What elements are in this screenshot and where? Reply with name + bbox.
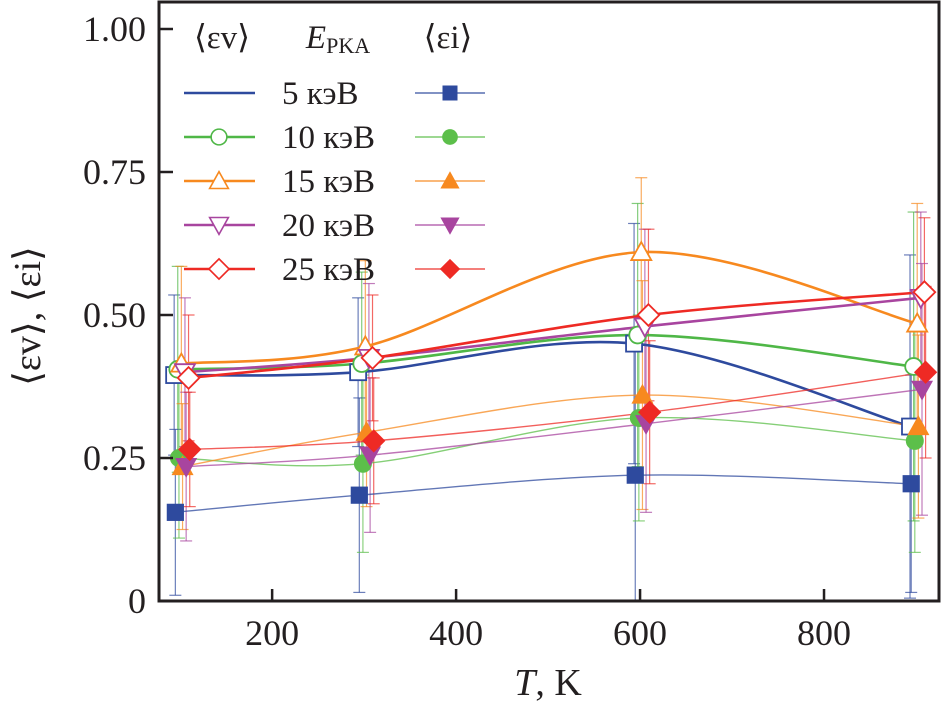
legend-label: 10 кэВ xyxy=(282,120,375,156)
data-point-i-20 xyxy=(910,380,934,401)
legend-marker-v xyxy=(207,257,231,281)
series-line-i-25 xyxy=(189,371,926,451)
legend-marker-i xyxy=(440,171,460,189)
series-lines xyxy=(174,250,926,514)
legend: ⟨εv⟩ EPKA ⟨εi⟩ 5 кэВ 10 кэВ 15 кэВ 20 кэВ 25… xyxy=(184,20,485,288)
series-line-v-20 xyxy=(184,296,921,374)
series-line-v-5 xyxy=(174,340,911,428)
legend-marker-i xyxy=(439,258,461,280)
legend-label: 15 кэВ xyxy=(282,164,375,200)
series-line-i-15 xyxy=(182,394,919,468)
x-axis-title-var: T xyxy=(514,662,538,704)
y-tick-label: 0.25 xyxy=(83,438,146,478)
series-line-i-10 xyxy=(178,416,915,467)
y-tick-label: 0.75 xyxy=(83,152,146,192)
series-markers xyxy=(165,240,938,521)
data-point-v-15 xyxy=(629,240,653,261)
data-point-i-5 xyxy=(626,466,644,484)
x-axis-title: T, K xyxy=(514,662,582,704)
legend-row: 25 кэВ xyxy=(184,252,485,288)
plot-area xyxy=(165,177,938,600)
series-line-v-15 xyxy=(181,250,918,365)
y-axis-title: ⟨εv⟩, ⟨εi⟩ xyxy=(7,246,49,386)
x-tick-label: 400 xyxy=(429,613,483,653)
y-tick-label: 0 xyxy=(128,581,146,621)
x-tick-label: 800 xyxy=(797,613,851,653)
data-point-v-25 xyxy=(636,302,661,328)
series-line-i-5 xyxy=(175,474,912,514)
data-point-i-25 xyxy=(362,429,386,453)
x-tick-label: 200 xyxy=(245,613,299,653)
legend-row: 10 кэВ xyxy=(184,120,485,156)
legend-rows: 5 кэВ 10 кэВ 15 кэВ 20 кэВ 25 кэВ xyxy=(184,76,485,288)
data-point-i-5 xyxy=(902,475,920,493)
legend-marker-i xyxy=(440,217,460,235)
x-axis-title-unit: , K xyxy=(535,662,582,704)
series-line-i-20 xyxy=(186,388,923,468)
legend-row: 5 кэВ xyxy=(184,76,485,112)
legend-row: 15 кэВ xyxy=(184,164,485,200)
legend-header-v: ⟨εv⟩ xyxy=(194,20,250,56)
data-point-v-25 xyxy=(360,345,385,370)
series-line-v-25 xyxy=(188,290,925,380)
legend-header-epka: EPKA xyxy=(305,20,370,58)
legend-marker-v xyxy=(208,169,230,190)
data-point-v-15 xyxy=(905,311,929,333)
data-point-v-25 xyxy=(912,280,937,305)
legend-label: 5 кэВ xyxy=(282,76,359,112)
data-point-i-5 xyxy=(166,503,184,521)
legend-row: 20 кэВ xyxy=(184,208,485,244)
data-point-i-25 xyxy=(638,400,662,424)
data-point-i-25 xyxy=(913,360,938,384)
axes: 200 400 600 800 0 0.25 0.50 0.75 1.00 xyxy=(83,9,851,653)
legend-label: 20 кэВ xyxy=(282,208,375,244)
series-line-v-10 xyxy=(177,333,914,371)
legend-header-epka-sub: PKA xyxy=(326,33,370,58)
legend-marker-i xyxy=(442,85,458,101)
plot-frame xyxy=(157,0,941,603)
data-point-i-15 xyxy=(631,383,654,404)
y-tick-label: 0.50 xyxy=(83,295,146,335)
x-tick-label: 600 xyxy=(613,613,667,653)
data-point-v-25 xyxy=(176,365,201,390)
legend-marker-v xyxy=(208,216,230,237)
legend-header-i: ⟨εi⟩ xyxy=(424,20,473,56)
data-point-i-25 xyxy=(178,437,202,462)
legend-marker-v xyxy=(210,128,228,146)
data-point-i-15 xyxy=(907,415,930,436)
legend-label: 25 кэВ xyxy=(282,252,375,288)
y-tick-label: 1.00 xyxy=(83,9,146,49)
legend-marker-i xyxy=(442,129,458,145)
data-point-i-5 xyxy=(350,486,368,504)
legend-header-epka-main: E xyxy=(305,20,326,56)
data-point-i-20 xyxy=(175,457,198,478)
